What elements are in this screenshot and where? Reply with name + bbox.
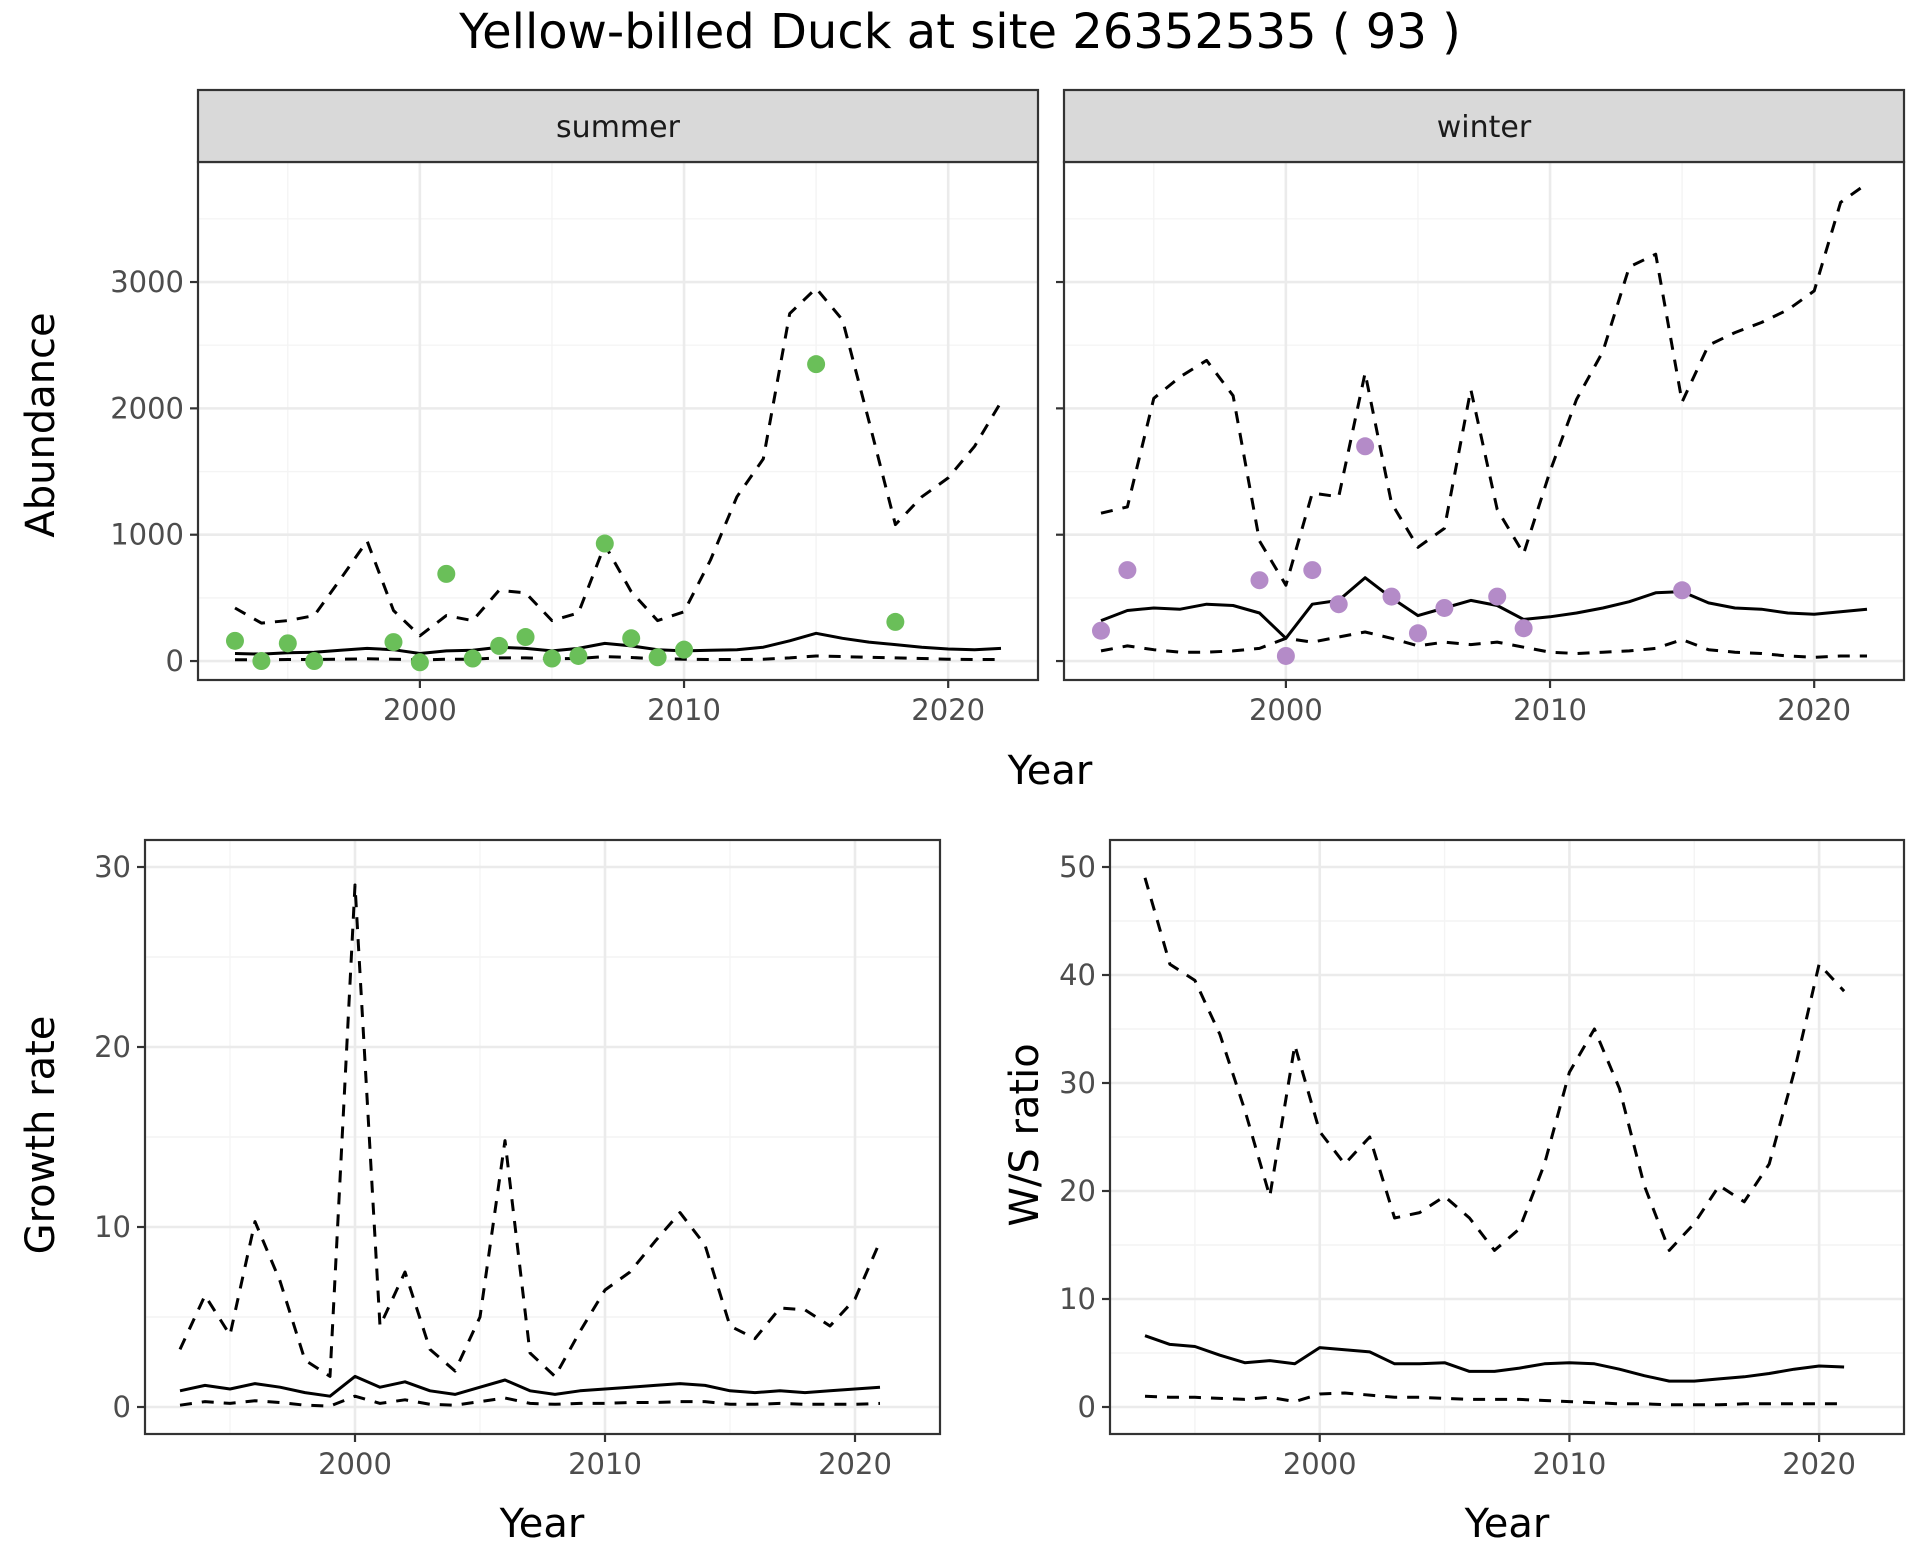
- y-tick-label: 30: [1059, 1066, 1096, 1100]
- y-tick-label: 30: [94, 850, 131, 884]
- x-tick-label: 2010: [1513, 693, 1587, 727]
- data-point: [1091, 621, 1110, 640]
- data-point: [675, 640, 694, 659]
- x-tick-label: 2010: [647, 693, 721, 727]
- x-tick-label: 2000: [1283, 1447, 1357, 1481]
- x-tick-label: 2000: [383, 693, 457, 727]
- facet-strip-label: summer: [556, 110, 681, 145]
- panel-ratio: 2000 2010 2020 0 10 20 30 40 50: [1059, 838, 1906, 1481]
- data-point: [252, 652, 271, 671]
- x-tick-label: 2000: [318, 1447, 392, 1481]
- data-point: [278, 634, 297, 653]
- x-tick-label: 2020: [911, 693, 985, 727]
- facet-strip: [1062, 88, 1906, 164]
- y-tick-label: 20: [94, 1030, 131, 1064]
- y-tick-label: 50: [1059, 850, 1096, 884]
- data-point: [437, 564, 456, 583]
- top-ylabel: Abundance: [18, 312, 64, 537]
- y-tick-label: 20: [1059, 1174, 1096, 1208]
- series-line-dashed-2: [179, 1394, 881, 1408]
- data-point: [1408, 624, 1427, 643]
- data-point: [1276, 646, 1295, 665]
- data-point: [410, 653, 429, 672]
- data-point: [1356, 437, 1375, 456]
- data-point: [1250, 571, 1269, 590]
- data-point: [384, 633, 403, 652]
- growth-xlabel: Year: [499, 1501, 585, 1547]
- data-point: [305, 652, 324, 671]
- y-tick-label: 10: [94, 1210, 131, 1244]
- panel-winter: winter 2000 2010 2020: [1056, 88, 1906, 727]
- y-tick-label: 0: [1078, 1390, 1096, 1424]
- x-tick-label: 2020: [818, 1447, 892, 1481]
- data-point: [1673, 581, 1692, 600]
- data-point: [1488, 587, 1507, 606]
- x-tick-label: 2020: [1782, 1447, 1856, 1481]
- panel-summer: summer 2000 2010 2020 0 1000 2000 3000: [110, 88, 1040, 727]
- panel-growth: 2000 2010 2020 0 10 20 30: [94, 838, 942, 1481]
- data-point: [490, 636, 509, 655]
- plot-background: [198, 162, 1038, 680]
- y-tick-label: 3000: [110, 265, 184, 299]
- y-tick-label: 2000: [110, 391, 184, 425]
- series-line-dashed-2: [1144, 1391, 1845, 1407]
- top-xlabel: Year: [1007, 748, 1093, 794]
- facet-strip: [196, 88, 1040, 164]
- series-line-solid-0: [1100, 576, 1868, 640]
- data-point: [807, 355, 826, 374]
- data-point: [648, 648, 667, 667]
- figure-title: Yellow-billed Duck at site 26352535 ( 93…: [458, 4, 1461, 60]
- y-tick-label: 0: [166, 644, 184, 678]
- data-point: [1435, 598, 1454, 617]
- data-point: [225, 631, 244, 650]
- series-line-dashed-1: [1143, 877, 1846, 1252]
- series-line-dashed-1: [234, 286, 1003, 638]
- series-line-dashed-2: [1100, 630, 1867, 659]
- ratio-ylabel: W/S ratio: [1002, 1043, 1048, 1226]
- series-line-dashed-2: [235, 654, 1001, 662]
- data-point: [542, 649, 561, 668]
- data-point: [463, 649, 482, 668]
- series-line-solid-0: [234, 631, 1002, 656]
- x-tick-label: 2010: [568, 1447, 642, 1481]
- panel-border: [143, 838, 942, 1436]
- y-tick-label: 40: [1059, 958, 1096, 992]
- data-point: [1514, 619, 1533, 638]
- y-tick-label: 0: [113, 1390, 131, 1424]
- data-point: [569, 646, 588, 665]
- plot-background: [1064, 162, 1904, 680]
- series-line-dashed-1: [178, 883, 882, 1378]
- ratio-xlabel: Year: [1464, 1501, 1550, 1547]
- series-line-solid-0: [179, 1374, 881, 1398]
- y-tick-label: 1000: [110, 518, 184, 552]
- y-tick-label: 10: [1059, 1282, 1096, 1316]
- data-point: [1329, 595, 1348, 614]
- x-tick-label: 2010: [1533, 1447, 1607, 1481]
- data-point: [1118, 561, 1137, 580]
- data-point: [595, 534, 614, 553]
- x-tick-label: 2000: [1249, 693, 1323, 727]
- growth-ylabel: Growth rate: [18, 1016, 64, 1255]
- panel-border: [1108, 838, 1906, 1436]
- data-point: [886, 612, 905, 631]
- data-point: [516, 628, 535, 647]
- x-tick-label: 2020: [1777, 693, 1851, 727]
- series-line-solid-0: [1144, 1334, 1845, 1383]
- data-point: [622, 629, 641, 648]
- facet-strip-label: winter: [1437, 110, 1532, 145]
- data-point: [1382, 587, 1401, 606]
- series-line-dashed-1: [1100, 182, 1868, 587]
- data-point: [1303, 561, 1322, 580]
